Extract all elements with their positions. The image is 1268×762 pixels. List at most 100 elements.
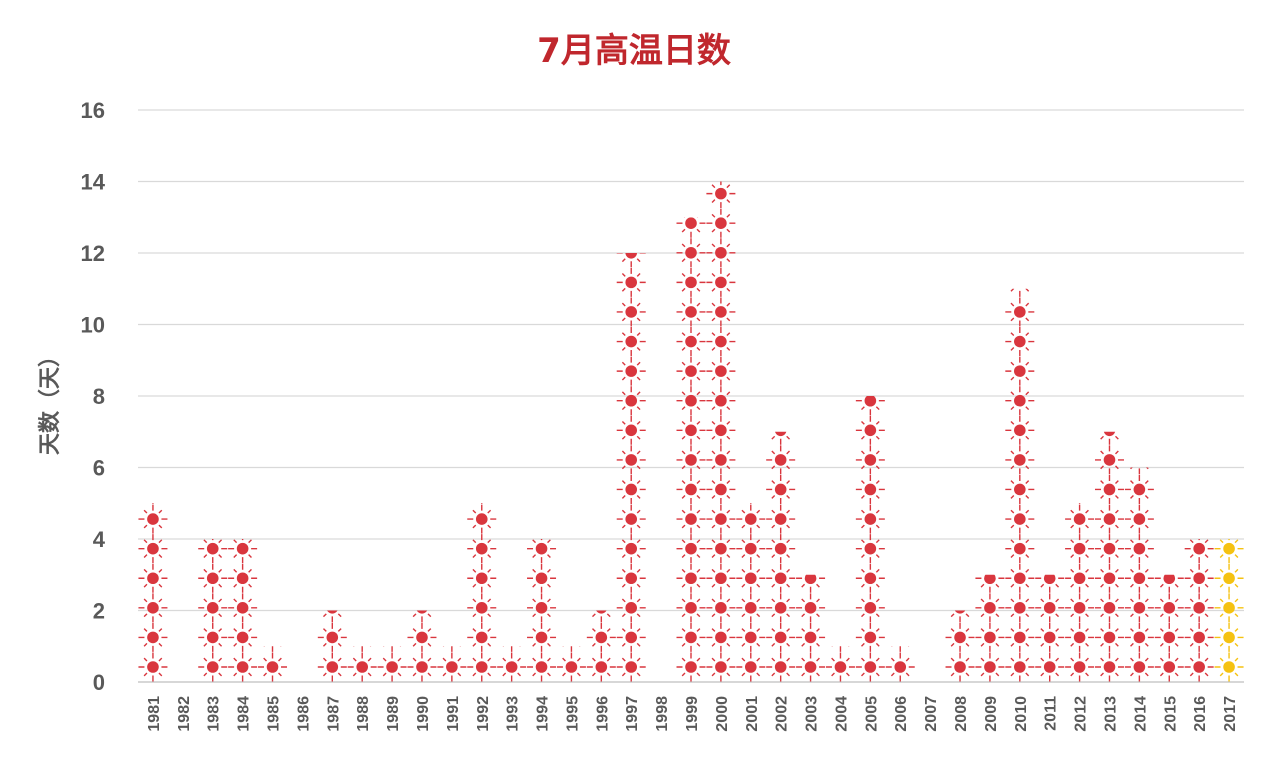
bar-2006: [885, 646, 915, 682]
sun-icon: [1214, 593, 1244, 623]
sun-icon: [1214, 622, 1244, 652]
sun-icon: [562, 646, 581, 652]
sun-icon: [706, 563, 736, 593]
x-tick-label: 1982: [176, 696, 193, 732]
sun-icon: [1005, 386, 1035, 416]
sun-icon: [228, 652, 258, 682]
sun-icon: [706, 356, 736, 386]
sun-icon: [1095, 386, 1124, 415]
sun-icon: [1035, 652, 1065, 682]
sun-icon: [1005, 415, 1035, 445]
sun-icon: [616, 415, 646, 445]
sun-icon: [1005, 327, 1035, 357]
sun-icon: [1100, 431, 1119, 445]
sun-icon: [706, 415, 736, 445]
sun-icon: [855, 396, 885, 416]
bar-1982: [168, 653, 197, 682]
sun-icon: [1184, 563, 1214, 593]
y-tick-label: 2: [93, 599, 105, 624]
x-tick-label: 1986: [295, 696, 312, 732]
sun-icon: [616, 445, 646, 475]
x-tick-label: 2008: [953, 696, 970, 732]
y-tick-labels: 0 2 4 6 8 10 12 14 16: [81, 98, 106, 695]
sun-icon: [138, 622, 168, 652]
sun-icon: [1094, 474, 1124, 504]
sun-icon: [706, 534, 736, 564]
sun-icon: [1094, 652, 1124, 682]
sun-icon: [616, 267, 646, 297]
sun-icon: [228, 622, 258, 652]
x-tick-label: 1981: [146, 696, 163, 732]
sun-icon: [706, 267, 736, 297]
y-tick-label: 0: [93, 670, 105, 695]
sun-icon: [1125, 416, 1154, 445]
sun-icon: [1065, 563, 1095, 593]
bar-1988: [347, 646, 377, 682]
sun-icon: [1094, 534, 1124, 564]
sun-icon: [736, 563, 766, 593]
sun-icon: [1065, 504, 1095, 534]
sun-icon: [975, 652, 1005, 682]
sun-icon: [856, 357, 885, 386]
sun-icon: [138, 652, 168, 682]
sun-icon: [676, 356, 706, 386]
sun-icon: [497, 593, 526, 622]
x-tick-label: 1990: [415, 696, 432, 732]
sun-icon: [586, 622, 616, 652]
sun-icon: [825, 652, 855, 682]
y-tick-label: 8: [93, 384, 105, 409]
sun-icon: [766, 563, 796, 593]
sun-icon: [676, 327, 706, 357]
sun-icon: [706, 238, 736, 268]
sun-icon: [766, 593, 796, 623]
x-tick-label: 2001: [744, 696, 761, 732]
sun-icon: [1124, 563, 1154, 593]
sun-icon: [228, 593, 258, 623]
sun-icon: [885, 652, 915, 682]
bar-1992: [467, 503, 497, 682]
x-tick-label: 1996: [594, 696, 611, 732]
sun-icon: [1185, 505, 1214, 534]
sun-icon: [557, 593, 586, 622]
sun-icon: [855, 652, 885, 682]
sun-icon: [322, 610, 342, 623]
sun-icon: [706, 504, 736, 534]
sun-icon: [736, 593, 766, 623]
sun-icon: [407, 564, 436, 593]
sun-icon: [437, 593, 466, 622]
x-tick-label: 2007: [923, 696, 940, 732]
bar-2012: [1065, 503, 1095, 682]
sun-icon: [706, 445, 736, 475]
sun-icon: [1005, 356, 1035, 386]
sun-icon: [198, 505, 227, 534]
sun-icon: [1065, 593, 1095, 623]
sun-icon: [1005, 622, 1035, 652]
bar-2009: [975, 574, 1005, 682]
sun-icon: [826, 593, 855, 622]
sun-icon: [138, 504, 168, 534]
sun-icon: [975, 574, 1005, 593]
sun-icon: [616, 327, 646, 357]
sun-icon: [318, 564, 347, 593]
sun-icon: [677, 179, 706, 208]
sun-icon: [1214, 539, 1244, 564]
sun-icon: [527, 563, 557, 593]
x-tick-label: 2009: [983, 696, 1000, 732]
sun-icon: [855, 534, 885, 564]
y-tick-label: 14: [81, 170, 106, 195]
sun-icon: [198, 652, 228, 682]
sun-icon: [1154, 652, 1184, 682]
sun-icon: [616, 563, 646, 593]
sun-icon: [1094, 563, 1124, 593]
sun-icon: [467, 622, 497, 652]
x-tick-label: 1992: [475, 696, 492, 732]
x-tick-label: 2003: [804, 696, 821, 732]
bar-2003: [796, 574, 826, 682]
sun-icon: [676, 217, 706, 238]
sun-icon: [1005, 563, 1035, 593]
sun-icon: [138, 593, 168, 623]
sun-icon: [855, 445, 885, 475]
sun-icon: [766, 445, 796, 475]
bar-1996: [586, 610, 616, 682]
sun-icon: [855, 504, 885, 534]
